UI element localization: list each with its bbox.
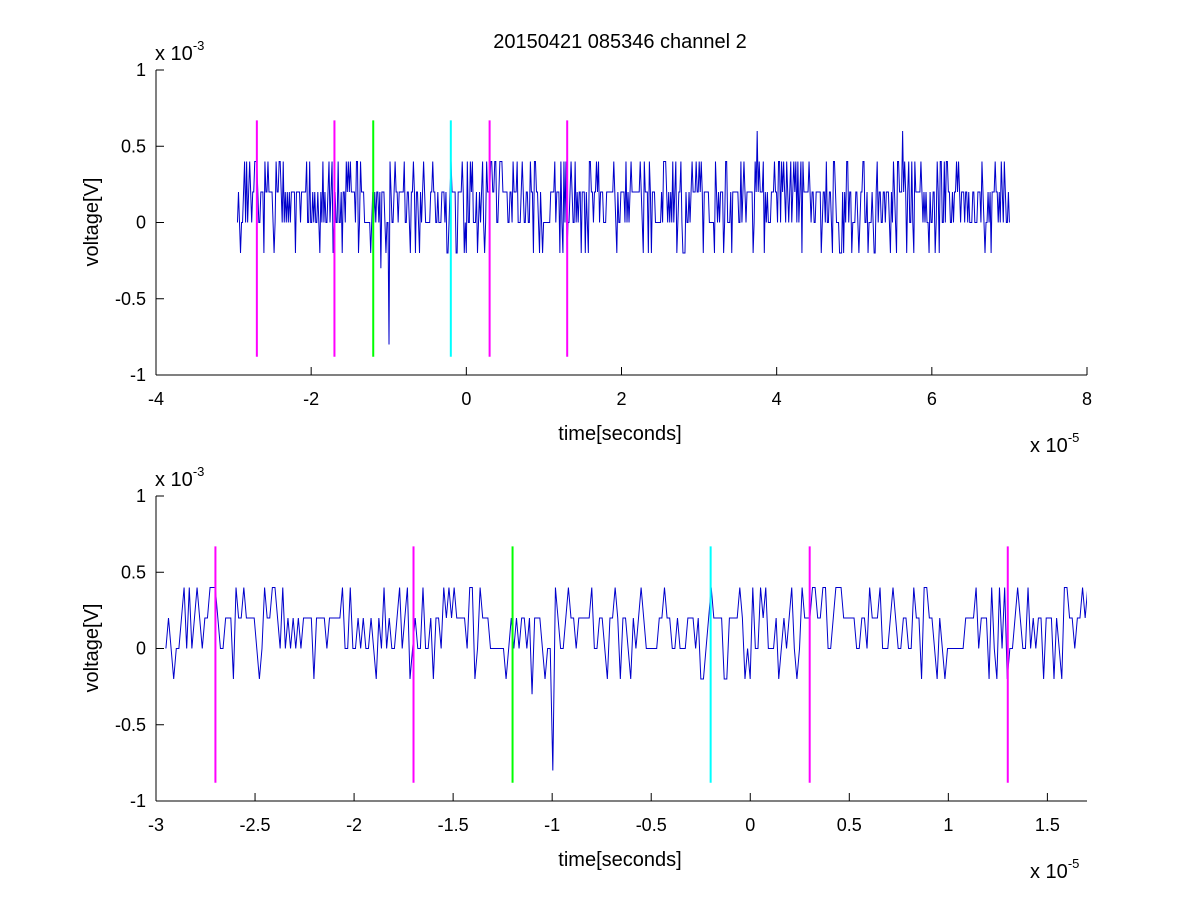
signal-trace-layer bbox=[236, 130, 1010, 345]
y-axis-label: voltage[V] bbox=[81, 604, 103, 693]
x-axis-label: time[seconds] bbox=[558, 849, 681, 871]
x-tick-label: 1.5 bbox=[1035, 815, 1060, 835]
y-tick-label: 0.5 bbox=[121, 562, 146, 582]
x-tick-label: 0 bbox=[745, 815, 755, 835]
x-tick-label: -1 bbox=[544, 815, 560, 835]
x-tick-label: 0.5 bbox=[837, 815, 862, 835]
panel-top: -4 -2 0 2 4 6 8 -1 -0.5 0 0.5 1 x 10-3 time[seconds… bbox=[81, 38, 1092, 457]
x-tick-label: 8 bbox=[1082, 389, 1092, 409]
marker-layer bbox=[214, 546, 1009, 783]
marker-layer bbox=[255, 120, 569, 357]
y-tick-label: 1 bbox=[136, 486, 146, 506]
x-tick-label: -1.5 bbox=[438, 815, 469, 835]
y-tick-label: -1 bbox=[130, 365, 146, 385]
signal-trace bbox=[236, 130, 1010, 345]
y-tick-label: -0.5 bbox=[115, 715, 146, 735]
y-tick-label: 1 bbox=[136, 60, 146, 80]
x-tick-label: 2 bbox=[616, 389, 626, 409]
y-tick-label: 0.5 bbox=[121, 136, 146, 156]
x-axis-label: time[seconds] bbox=[558, 423, 681, 445]
y-tick-label: 0 bbox=[136, 213, 146, 233]
panel-bottom: -3 -2.5 -2 -1.5 -1 -0.5 0 0.5 1 1.5 -1 -0.5 0 0.5 1 x … bbox=[81, 464, 1087, 883]
y-exponent-label: x 10-3 bbox=[155, 464, 204, 491]
y-exponent-label: x 10-3 bbox=[155, 38, 204, 65]
x-tick-label: 6 bbox=[927, 389, 937, 409]
y-tick-label: -0.5 bbox=[115, 289, 146, 309]
x-tick-label: 4 bbox=[772, 389, 782, 409]
x-tick-label: -4 bbox=[148, 389, 164, 409]
x-tick-label: -2 bbox=[303, 389, 319, 409]
tick-layer: -4 -2 0 2 4 6 8 -1 -0.5 0 0.5 1 bbox=[115, 60, 1092, 409]
x-tick-label: -2 bbox=[346, 815, 362, 835]
y-tick-label: 0 bbox=[136, 639, 146, 659]
x-tick-label: 0 bbox=[461, 389, 471, 409]
x-exponent-label: x 10-5 bbox=[1030, 430, 1079, 457]
x-tick-label: 1 bbox=[943, 815, 953, 835]
x-tick-label: -0.5 bbox=[636, 815, 667, 835]
y-axis-label: voltage[V] bbox=[81, 178, 103, 267]
chart-title: 20150421 085346 channel 2 bbox=[493, 31, 747, 53]
signal-trace bbox=[165, 587, 1087, 771]
x-exponent-label: x 10-5 bbox=[1030, 856, 1079, 883]
x-tick-label: -2.5 bbox=[240, 815, 271, 835]
x-tick-label: -3 bbox=[148, 815, 164, 835]
y-tick-label: -1 bbox=[130, 791, 146, 811]
signal-trace-layer bbox=[165, 587, 1087, 771]
tick-layer: -3 -2.5 -2 -1.5 -1 -0.5 0 0.5 1 1.5 -1 -0.5 0 0.5 1 bbox=[115, 486, 1060, 835]
